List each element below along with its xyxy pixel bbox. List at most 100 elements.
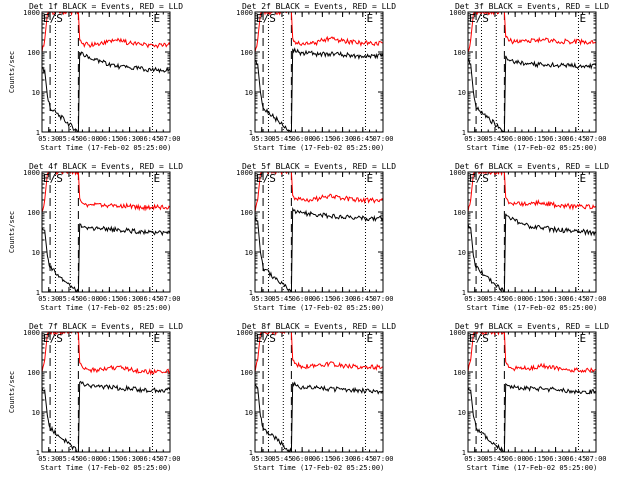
series-line-events (42, 51, 170, 132)
x-tick-label: 05:30 (38, 295, 59, 303)
x-tick-label: 06:15 (99, 455, 120, 463)
x-tick-label: 06:00 (79, 135, 100, 143)
x-tick-label: 05:45 (58, 295, 79, 303)
x-tick-label: 06:45 (139, 295, 160, 303)
chart-panel: Det 2f BLACK = Events, RED = LLD 1 10 100 10… (236, 2, 396, 152)
plot-frame (41, 331, 171, 453)
x-tick-label: 06:00 (79, 295, 100, 303)
y-tick-label: 10 (32, 409, 40, 417)
x-tick-label: 07:00 (372, 135, 393, 143)
chart-panel: Det 7f BLACK = Events, RED = LLD Counts/s… (8, 322, 183, 472)
x-tick-label: 06:15 (99, 135, 120, 143)
x-tick-label: 07:00 (585, 455, 606, 463)
series-line-lld (468, 172, 596, 213)
x-tick-label: 06:45 (139, 455, 160, 463)
x-tick-label: 05:45 (271, 135, 292, 143)
y-tick-label: 1 (36, 449, 40, 457)
chart-title: Det 2f BLACK = Events, RED = LLD (242, 2, 396, 11)
x-tick-label: 06:45 (565, 295, 586, 303)
plot-frame (254, 11, 384, 133)
x-axis-label: Start Time (17-Feb-02 05:25:00) (254, 144, 385, 152)
marker-es: E/S (469, 172, 489, 185)
series-line-lld (255, 332, 383, 373)
plot-frame (467, 171, 597, 293)
x-axis-label: Start Time (17-Feb-02 05:25:00) (254, 464, 385, 472)
chart-panel: Det 5f BLACK = Events, RED = LLD 1 10 100 10… (236, 162, 396, 312)
y-tick-label: 1 (36, 129, 40, 137)
x-tick-label: 07:00 (585, 135, 606, 143)
x-tick-label: 05:30 (464, 295, 485, 303)
x-tick-label: 05:30 (38, 135, 59, 143)
chart-panel: Det 8f BLACK = Events, RED = LLD 1 10 100 10… (236, 322, 396, 472)
series-line-lld (42, 12, 170, 53)
plot-frame (41, 171, 171, 293)
marker-e: E (366, 12, 373, 25)
marker-es: E/S (256, 172, 276, 185)
series-line-events (255, 206, 383, 292)
series-line-lld (255, 172, 383, 213)
y-tick-label: 1000 (23, 329, 40, 337)
y-tick-label: 1000 (449, 9, 466, 17)
series-line-events (42, 380, 170, 452)
marker-e: E (579, 332, 586, 345)
chart-title: Det 8f BLACK = Events, RED = LLD (242, 322, 396, 331)
y-tick-label: 100 (453, 49, 466, 57)
y-tick-label: 10 (245, 249, 253, 257)
y-tick-label: 1 (462, 289, 466, 297)
x-tick-label: 06:45 (565, 135, 586, 143)
x-axis-label: Start Time (17-Feb-02 05:25:00) (41, 304, 172, 312)
y-tick-label: 10 (458, 89, 466, 97)
x-tick-label: 05:45 (58, 455, 79, 463)
y-tick-label: 10 (458, 249, 466, 257)
y-tick-label: 10 (245, 409, 253, 417)
chart-title: Det 9f BLACK = Events, RED = LLD (455, 322, 609, 331)
x-tick-label: 05:45 (271, 295, 292, 303)
x-tick-label: 06:15 (99, 295, 120, 303)
y-tick-label: 1000 (449, 329, 466, 337)
marker-e: E (153, 172, 160, 185)
y-tick-label: 10 (32, 89, 40, 97)
x-tick-label: 06:15 (312, 135, 333, 143)
x-tick-label: 06:00 (292, 135, 313, 143)
chart-title: Det 7f BLACK = Events, RED = LLD (29, 322, 183, 331)
x-tick-label: 06:45 (139, 135, 160, 143)
chart-title: Det 1f BLACK = Events, RED = LLD (29, 2, 183, 11)
x-tick-label: 06:15 (525, 295, 546, 303)
x-tick-label: 06:30 (545, 135, 566, 143)
marker-e: E (579, 172, 586, 185)
y-tick-label: 1000 (236, 329, 253, 337)
y-tick-label: 100 (27, 49, 40, 57)
x-tick-label: 06:30 (119, 135, 140, 143)
x-tick-label: 06:30 (119, 295, 140, 303)
marker-es: E/S (256, 12, 276, 25)
series-line-events (42, 223, 170, 292)
chart-panel: Det 9f BLACK = Events, RED = LLD 1 10 100 10… (449, 322, 609, 472)
y-tick-label: 10 (458, 409, 466, 417)
plot-frame (467, 331, 597, 453)
x-tick-label: 06:00 (79, 455, 100, 463)
x-tick-label: 06:15 (312, 455, 333, 463)
x-axis-label: Start Time (17-Feb-02 05:25:00) (467, 464, 598, 472)
y-tick-label: 10 (32, 249, 40, 257)
plot-frame (254, 171, 384, 293)
y-tick-label: 1 (36, 289, 40, 297)
x-tick-label: 07:00 (159, 135, 180, 143)
marker-e: E (153, 12, 160, 25)
y-axis-label: Counts/sec (8, 51, 16, 93)
series-line-events (468, 383, 596, 452)
y-tick-label: 100 (240, 49, 253, 57)
x-tick-label: 05:30 (464, 135, 485, 143)
x-tick-label: 05:30 (464, 455, 485, 463)
y-tick-label: 1000 (23, 9, 40, 17)
series-line-lld (255, 12, 383, 53)
y-tick-label: 10 (245, 89, 253, 97)
marker-e: E (366, 172, 373, 185)
x-tick-label: 05:45 (58, 135, 79, 143)
chart-panel: Det 1f BLACK = Events, RED = LLD Counts/s… (8, 2, 183, 152)
chart-panel: Det 4f BLACK = Events, RED = LLD Counts/s… (8, 162, 183, 312)
x-axis-label: Start Time (17-Feb-02 05:25:00) (41, 144, 172, 152)
marker-e: E (579, 12, 586, 25)
x-tick-label: 05:30 (251, 455, 272, 463)
y-axis-label: Counts/sec (8, 211, 16, 253)
